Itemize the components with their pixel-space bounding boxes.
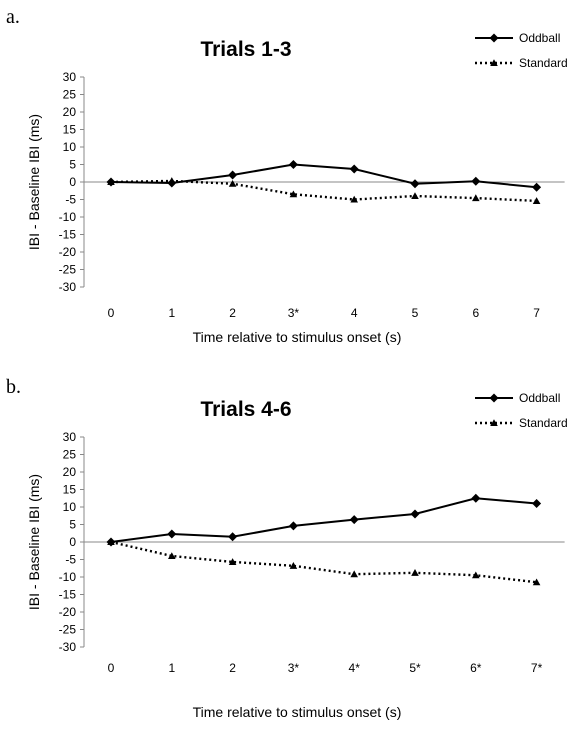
y-tick-label: -30 xyxy=(59,640,77,654)
y-tick-label: 0 xyxy=(69,535,76,549)
data-point-oddball xyxy=(410,179,420,189)
y-tick-label: 20 xyxy=(63,105,77,119)
x-tick-label: 6 xyxy=(472,306,479,320)
chart-title: Trials 4-6 xyxy=(200,398,291,421)
data-point-standard xyxy=(350,570,358,578)
y-tick-label: -20 xyxy=(59,605,77,619)
x-tick-label: 3* xyxy=(288,306,300,320)
y-tick-label: 15 xyxy=(63,483,77,497)
data-point-oddball xyxy=(532,499,542,508)
legend-marker-standard xyxy=(490,419,498,427)
legend-label-standard: Standard xyxy=(519,416,568,430)
data-point-standard xyxy=(472,571,480,579)
y-axis-title: IBI - Baseline IBI (ms) xyxy=(26,114,42,250)
series-line-oddball xyxy=(110,497,537,543)
data-point-oddball xyxy=(349,515,359,525)
data-point-oddball xyxy=(471,176,481,186)
data-point-oddball xyxy=(349,164,359,174)
y-axis-title: IBI - Baseline IBI (ms) xyxy=(26,474,42,610)
data-point-standard xyxy=(289,562,298,569)
x-tick-label: 1 xyxy=(168,661,175,675)
y-tick-label: -5 xyxy=(65,553,76,567)
x-tick-label: 0 xyxy=(108,306,115,320)
data-point-oddball xyxy=(471,493,481,503)
y-tick-label: -25 xyxy=(59,263,77,277)
chart-1: Trials 1-3302520151050-5-10-15-20-25-300… xyxy=(26,31,568,345)
data-point-standard xyxy=(532,578,541,586)
data-point-oddball xyxy=(532,182,542,192)
y-tick-label: 10 xyxy=(63,140,77,154)
data-point-standard xyxy=(168,177,176,184)
panel-letter-a: a. xyxy=(6,6,20,28)
y-tick-label: -25 xyxy=(59,623,77,637)
y-tick-label: 25 xyxy=(63,448,77,462)
chart-2: Trials 4-6 30 25 20 15 10 5 0 -5 -10 -15 -20 -25 -30 0… xyxy=(26,391,568,720)
data-point-standard xyxy=(228,179,237,187)
x-axis-title: Time relative to stimulus onset (s) xyxy=(193,704,402,720)
data-point-oddball xyxy=(167,529,177,539)
x-tick-label: 0 xyxy=(108,661,115,675)
y-tick-label: 25 xyxy=(63,88,77,102)
data-point-standard xyxy=(228,558,237,565)
x-axis-title: Time relative to stimulus onset (s) xyxy=(193,329,402,345)
data-point-standard xyxy=(532,197,541,204)
legend-label-oddball: Oddball xyxy=(519,391,560,405)
y-tick-label: -10 xyxy=(59,210,77,224)
data-point-oddball xyxy=(288,160,298,169)
y-tick-label: 30 xyxy=(63,70,77,84)
y-tick-label: 30 xyxy=(63,430,77,444)
legend-label-oddball: Oddball xyxy=(519,31,560,45)
y-tick-label: -30 xyxy=(59,280,77,294)
series-line-standard xyxy=(110,179,537,203)
x-tick-label: 4 xyxy=(351,306,358,320)
data-point-oddball xyxy=(288,521,298,531)
y-tick-label: 15 xyxy=(63,123,77,137)
y-tick-label: -10 xyxy=(59,570,77,584)
chart-title: Trials 1-3 xyxy=(200,38,291,61)
series-line-standard xyxy=(110,540,537,584)
x-tick-label: 7* xyxy=(531,661,543,675)
panel-letter-b: b. xyxy=(6,376,21,398)
legend-marker-standard xyxy=(490,59,498,67)
data-point-standard xyxy=(472,194,480,202)
data-point-standard xyxy=(168,552,176,560)
x-tick-label: 3* xyxy=(288,661,300,675)
x-tick-label: 6* xyxy=(470,661,482,675)
legend-marker-oddball xyxy=(489,393,499,403)
y-tick-label: -20 xyxy=(59,245,77,259)
y-tick-label: -15 xyxy=(59,228,77,242)
data-point-oddball xyxy=(228,532,238,542)
legend-marker-oddball xyxy=(489,33,499,43)
x-tick-label: 2 xyxy=(229,306,236,320)
y-tick-label: 10 xyxy=(63,500,77,514)
data-point-oddball xyxy=(228,170,238,180)
legend-label-standard: Standard xyxy=(519,56,568,70)
data-point-standard xyxy=(107,178,115,186)
data-point-standard xyxy=(411,192,419,200)
data-point-standard xyxy=(411,569,419,576)
y-tick-label: 20 xyxy=(63,465,77,479)
x-tick-label: 2 xyxy=(229,661,236,675)
x-tick-label: 5* xyxy=(409,661,421,675)
data-point-standard xyxy=(107,538,115,546)
x-tick-label: 1 xyxy=(168,306,175,320)
x-tick-label: 5 xyxy=(412,306,419,320)
y-tick-label: -15 xyxy=(59,588,77,602)
data-point-standard xyxy=(289,190,298,198)
y-tick-label: 0 xyxy=(69,175,76,189)
y-tick-label: 5 xyxy=(69,518,76,532)
x-tick-label: 4* xyxy=(349,661,361,675)
data-point-standard xyxy=(350,195,358,203)
x-tick-label: 7 xyxy=(533,306,540,320)
y-tick-label: 5 xyxy=(69,158,76,172)
y-tick-label: -5 xyxy=(65,193,76,207)
data-point-oddball xyxy=(410,509,420,519)
